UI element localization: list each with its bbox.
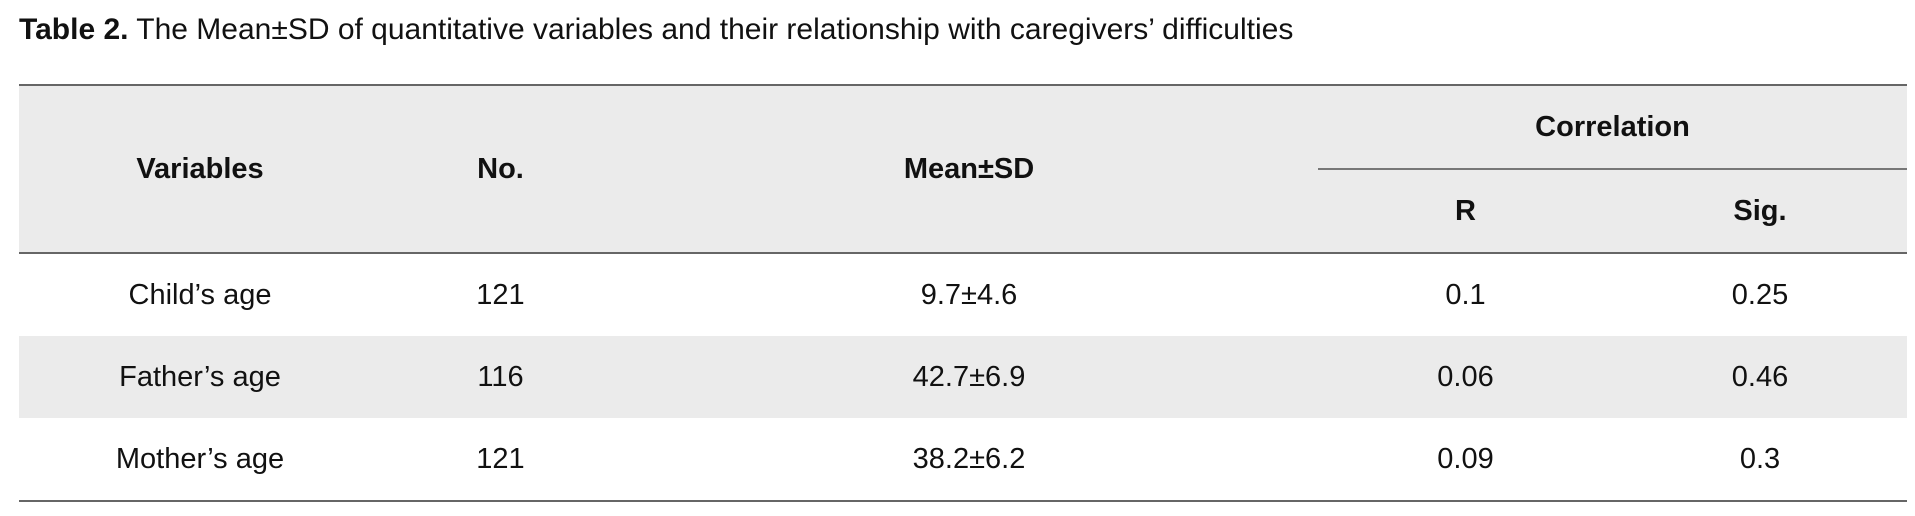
header-variables: Variables (19, 84, 381, 254)
cell-no: 116 (381, 336, 620, 418)
cell-no: 121 (381, 418, 620, 502)
cell-r: 0.1 (1445, 278, 1486, 311)
data-table: Variables No. Mean±SD Correlation R Sig.… (19, 84, 1907, 502)
cell-sig: 0.46 (1613, 336, 1907, 418)
table-caption-text: The Mean±SD of quantitative variables an… (128, 13, 1294, 46)
cell-sig: 0.25 (1731, 278, 1789, 311)
header-row-1: Variables No. Mean±SD Correlation (19, 84, 1907, 254)
table-header: Variables No. Mean±SD Correlation R Sig. (19, 84, 1907, 254)
cell-sig: 0.3 (1613, 418, 1907, 502)
cell-mean-sd: 38.2±6.2 (620, 418, 1318, 502)
cell-variable: Father’s age (19, 336, 381, 418)
cell-no: 121 (476, 278, 525, 311)
header-r: R (1318, 169, 1613, 254)
cell-mean-sd: 9.7±4.6 (920, 278, 1018, 311)
header-mean-sd: Mean±SD (620, 84, 1318, 254)
table-caption-label: Table 2. (19, 13, 129, 46)
header-correlation: Correlation (1318, 84, 1907, 170)
cell-mean-sd: 42.7±6.9 (620, 336, 1318, 418)
cell-r: 0.09 (1318, 418, 1613, 502)
cell-variable: Mother’s age (19, 418, 381, 502)
header-sig: Sig. (1613, 169, 1907, 254)
table-body: Child’s age 121 9.7±4.6 0.1 0.25 Father’… (19, 253, 1907, 502)
table-row: Child’s age 121 9.7±4.6 0.1 0.25 (19, 253, 1907, 336)
table-row: Mother’s age 121 38.2±6.2 0.09 0.3 (19, 418, 1907, 502)
table-caption: Table 2. The Mean±SD of quantitative var… (19, 10, 1293, 50)
cell-r: 0.06 (1318, 336, 1613, 418)
cell-variable: Child’s age (128, 278, 272, 311)
header-row-2: R Sig. (19, 169, 1907, 254)
header-no: No. (381, 84, 620, 254)
table-row: Father’s age 116 42.7±6.9 0.06 0.46 (19, 336, 1907, 418)
